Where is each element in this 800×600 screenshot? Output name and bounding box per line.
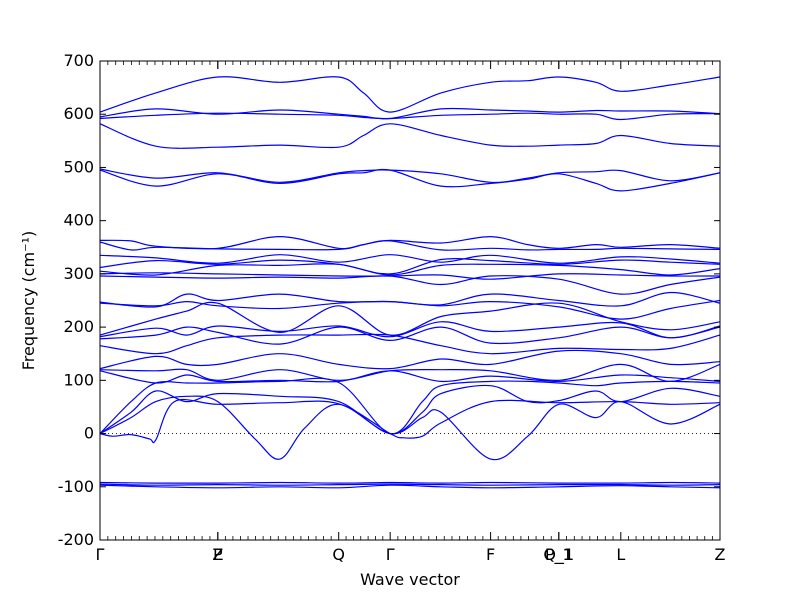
band-line [99,384,721,435]
x-tick-label: Z [715,545,726,564]
band-line [99,254,721,264]
y-tick-label: 0 [84,424,94,443]
band-line [99,398,721,444]
band-line [99,484,721,489]
band-line [99,370,721,384]
x-tick-label: Q_1 [543,545,574,565]
band-line [99,483,721,486]
band-line [99,112,721,121]
x-axis-label: Wave vector [360,570,460,589]
band-line [99,299,721,320]
band-line [99,481,721,484]
x-tick-label: L [616,545,625,564]
band-line [99,363,721,383]
y-tick-label: 700 [63,51,94,70]
y-tick-label: 600 [63,104,94,123]
band-line [99,168,721,184]
band-line [99,272,721,280]
band-line [99,321,721,339]
band-line [99,240,721,251]
x-tick-label: Z [212,545,223,564]
band-line [99,333,721,355]
y-tick-label: 500 [63,157,94,176]
x-tick-label: F [486,545,495,564]
x-tick-label: P_1 [545,545,573,565]
band-line [99,349,721,370]
x-axis-ticks: Γ PZ Q Γ F P_1Q_1 L Z [96,61,726,565]
band-line [99,168,721,192]
x-tick-label: P [213,545,223,564]
band-line [99,395,721,461]
x-tick-label: Γ [386,545,395,564]
y-tick-label: -200 [58,530,94,549]
band-line [99,377,721,435]
band-line [99,275,721,295]
y-tick-label: 300 [63,264,94,283]
y-tick-label: 400 [63,211,94,230]
y-axis-ticks: -200 -100 0 100 200 300 400 500 600 700 [58,51,720,549]
y-tick-label: -100 [58,477,94,496]
band-line [99,263,721,276]
y-tick-label: 200 [63,317,94,336]
x-tick-label: Q [332,545,345,564]
band-line [99,123,721,149]
band-line [99,258,721,275]
band-lines [99,76,721,489]
y-axis-label: Frequency (cm⁻¹) [19,231,38,370]
y-tick-label: 100 [63,370,94,389]
band-line [99,235,721,250]
band-line [99,326,721,345]
band-line [99,291,721,308]
plot-frame [99,60,721,541]
x-tick-label: Γ [96,545,105,564]
band-line [99,76,721,113]
